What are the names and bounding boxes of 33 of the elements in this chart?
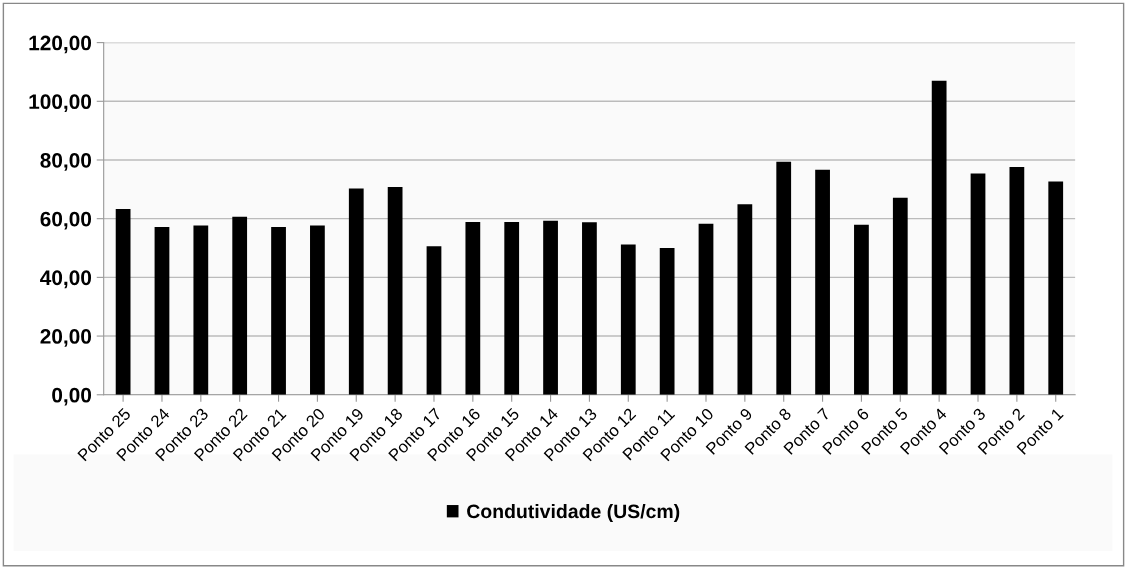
bar — [970, 173, 986, 395]
bar — [193, 225, 209, 395]
bar — [776, 161, 792, 395]
bar — [1009, 167, 1025, 395]
bar — [115, 209, 131, 395]
bar — [659, 248, 675, 395]
bar — [543, 220, 558, 395]
y-tick-label: 40,00 — [40, 270, 92, 289]
bar — [426, 246, 442, 395]
bar — [232, 216, 248, 395]
bar — [737, 204, 753, 395]
y-tick-label: 100,00 — [29, 94, 92, 113]
bar — [582, 222, 597, 395]
bar — [892, 197, 908, 395]
bar — [931, 80, 947, 395]
bar — [698, 223, 714, 395]
bar — [154, 226, 170, 395]
bar — [815, 169, 830, 395]
bar — [387, 186, 403, 395]
bar — [504, 221, 520, 395]
y-tick-label: 60,00 — [40, 211, 92, 230]
bar — [854, 224, 869, 395]
bar — [310, 225, 325, 395]
legend-label: Condutividade (US/cm) — [467, 503, 680, 523]
y-tick-label: 120,00 — [29, 35, 92, 54]
y-tick-label: 0,00 — [52, 387, 92, 406]
bar — [348, 188, 364, 395]
bar — [1048, 181, 1064, 395]
bar — [620, 244, 636, 395]
bar — [465, 221, 481, 395]
y-tick-label: 80,00 — [40, 152, 92, 171]
bar — [271, 226, 286, 395]
y-tick-label: 20,00 — [40, 329, 92, 347]
